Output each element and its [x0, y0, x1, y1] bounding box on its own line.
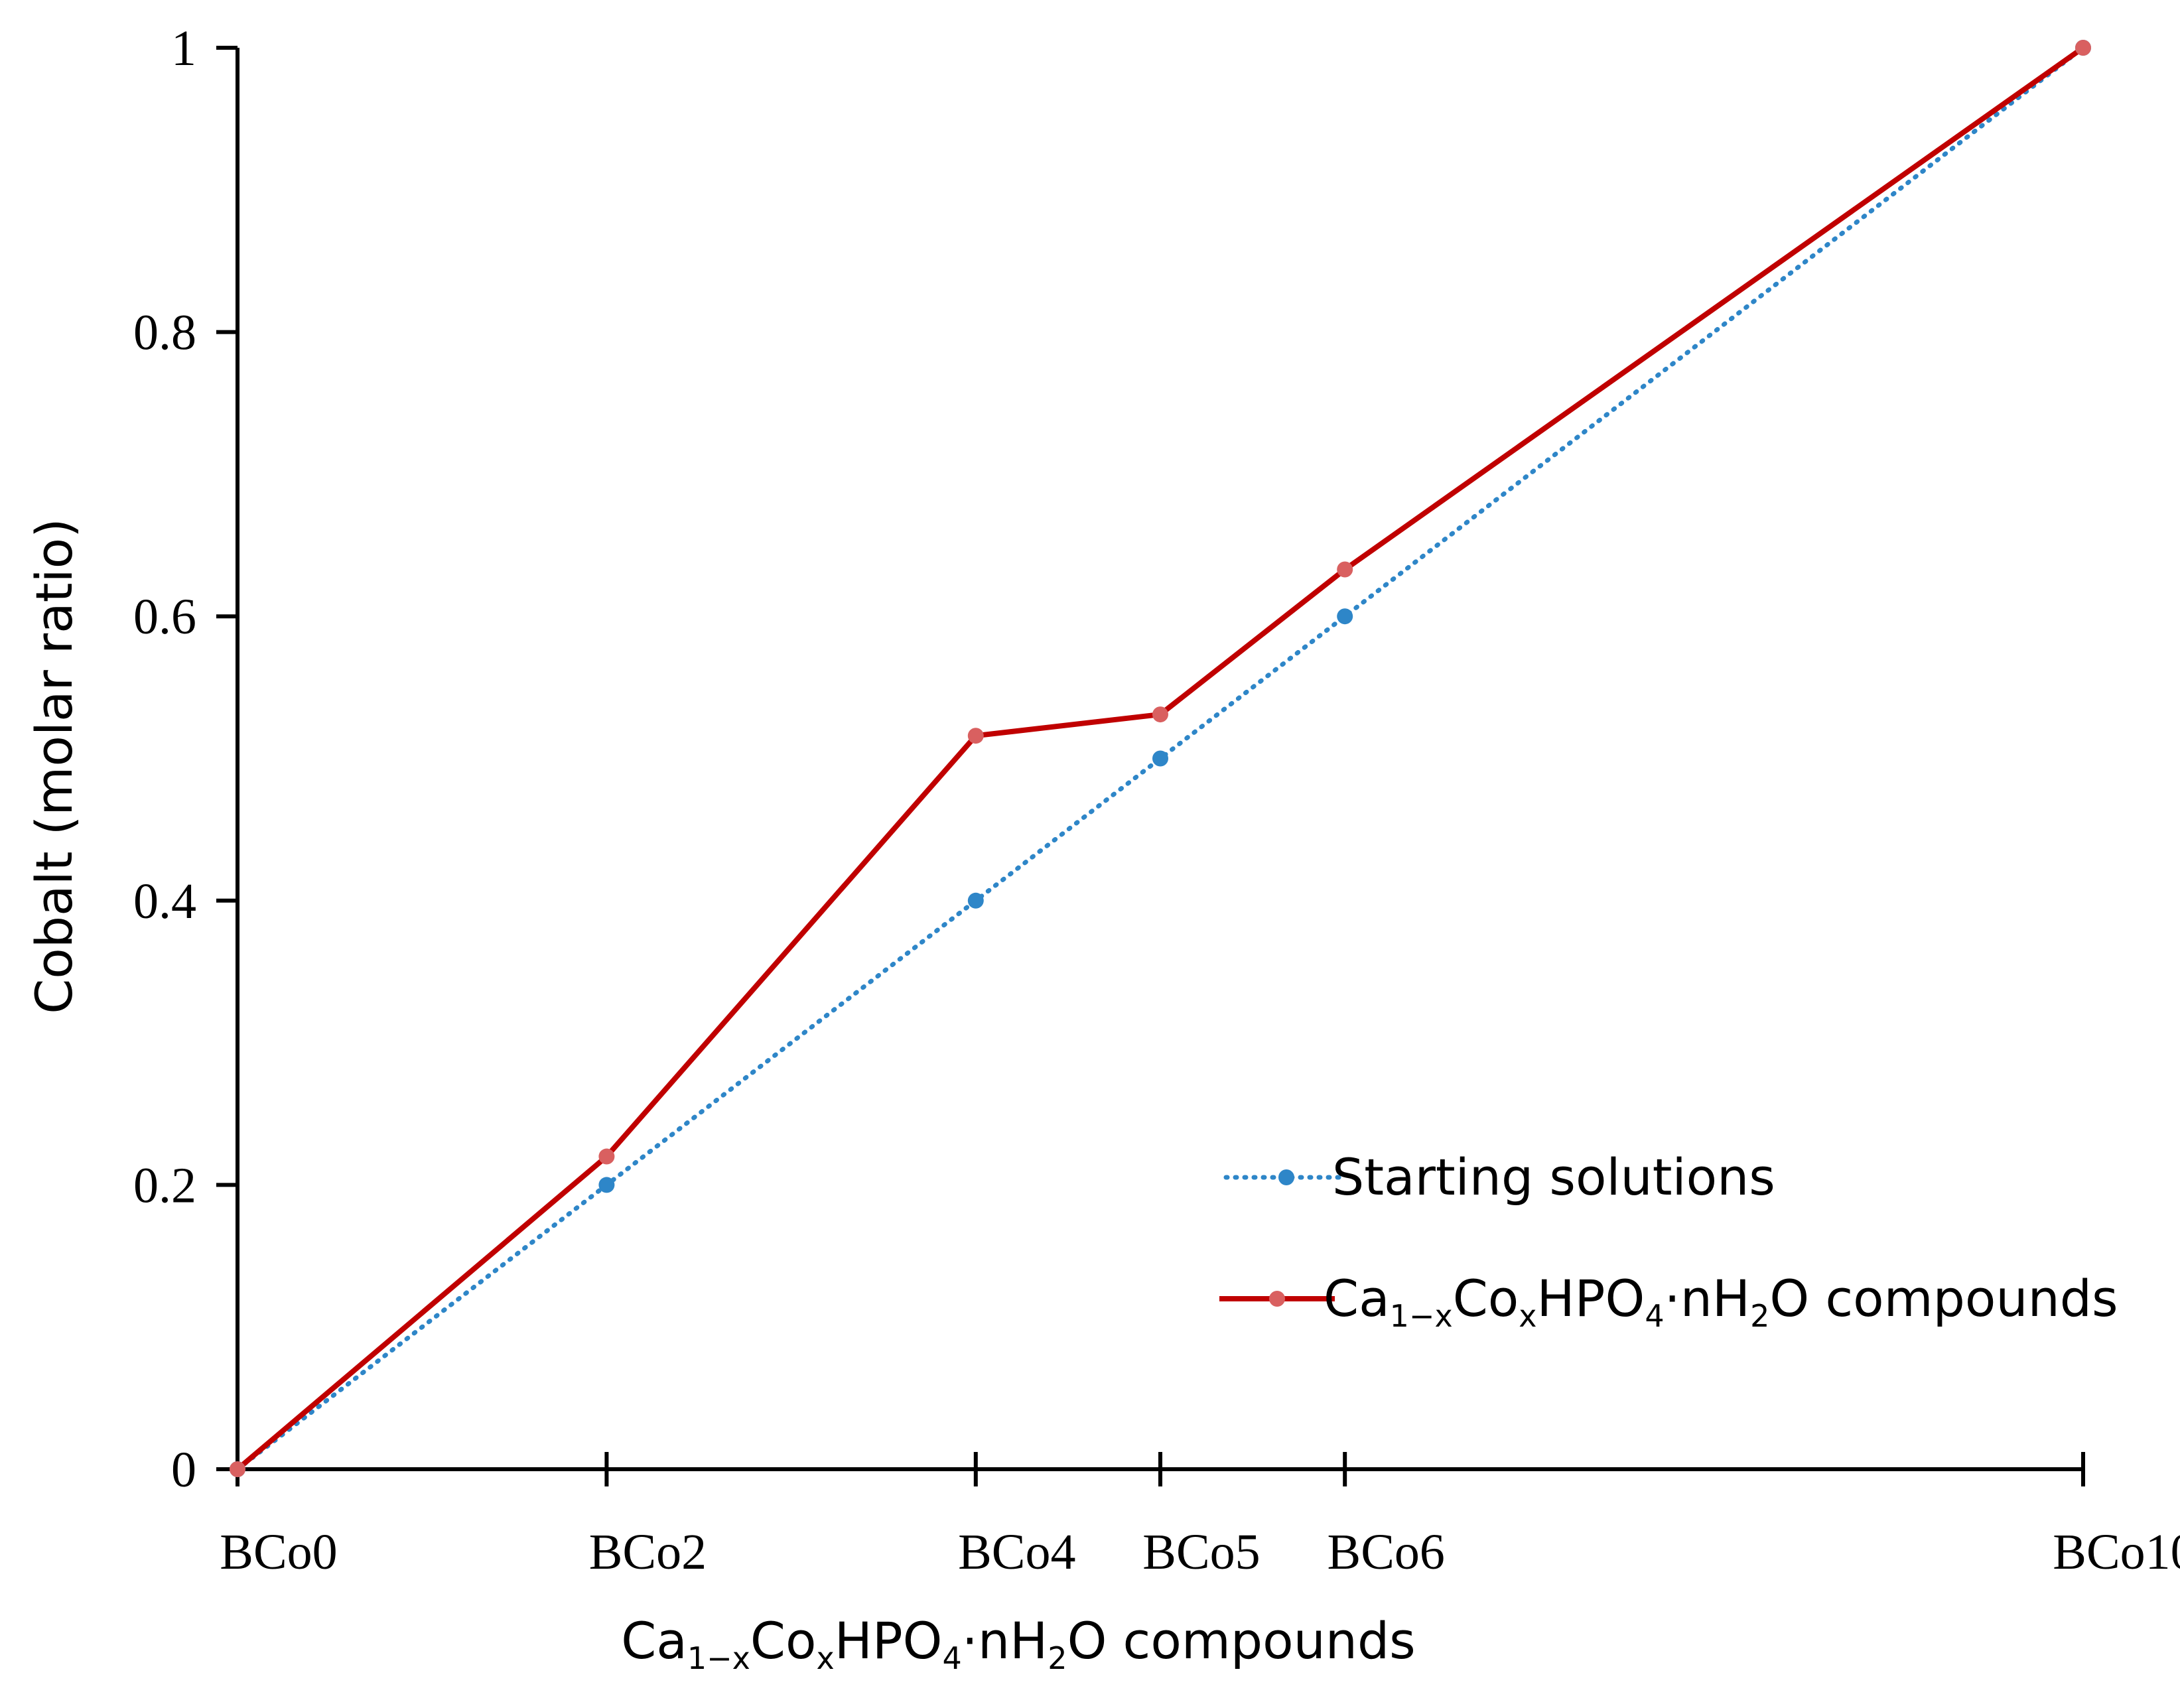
- x-tick-label: BCo5: [1142, 1524, 1260, 1580]
- x-ticks: BCo0 BCo2 BCo4 BCo5 BCo6 BCo10: [220, 1452, 2180, 1580]
- legend-label-part: O: [1769, 1269, 1809, 1328]
- legend-label-sub: 2: [1750, 1298, 1769, 1334]
- x-label-part: HPO: [835, 1611, 943, 1670]
- legend-label-part: ·nH: [1665, 1269, 1750, 1328]
- series-line-1: [236, 45, 2085, 1472]
- x-axis-label: Ca1−xCoxHPO4·nH2O compounds: [621, 1611, 1416, 1676]
- series-0-point: [598, 1177, 615, 1193]
- x-label-suffix: compounds: [1107, 1611, 1415, 1670]
- y-tick-label: 0.4: [133, 874, 196, 929]
- y-tick-label: 1: [171, 21, 196, 76]
- y-ticks: 0 0.2 0.4 0.6 0.8 1: [133, 21, 238, 1498]
- legend-label-suffix: compounds: [1809, 1269, 2118, 1328]
- x-label-sub: 4: [943, 1640, 962, 1676]
- series-0-point: [967, 892, 984, 909]
- series-0-point: [1152, 750, 1168, 767]
- series-1-point: [2075, 40, 2091, 56]
- x-label-sub: 1−x: [687, 1640, 750, 1676]
- series-1-point: [967, 728, 984, 744]
- legend-entry-starting-solutions: Starting solutions: [1223, 1148, 1775, 1207]
- series-lines: [235, 45, 2086, 1472]
- legend-entry-compounds: Ca1−xCoxHPO4·nH2O compounds: [1219, 1269, 2118, 1334]
- legend-label-sub: x: [1519, 1298, 1536, 1334]
- x-label-part: ·nH: [962, 1611, 1048, 1670]
- x-tick-label: BCo4: [958, 1524, 1075, 1580]
- series-1-point: [598, 1148, 615, 1165]
- legend-label-part: HPO: [1537, 1269, 1645, 1328]
- legend-label-sub: 1−x: [1390, 1298, 1453, 1334]
- legend: Starting solutions Ca1−xCoxHPO4·nH2O com…: [1219, 1148, 2118, 1334]
- legend-swatch-marker-starting: [1278, 1169, 1294, 1185]
- y-tick-label: 0.6: [133, 589, 196, 645]
- y-axis-label: Cobalt (molar ratio): [25, 518, 84, 1014]
- legend-label-starting: Starting solutions: [1332, 1148, 1775, 1207]
- x-label-sub: x: [816, 1640, 834, 1676]
- series-1-point: [1152, 706, 1168, 723]
- legend-label-part: Co: [1453, 1269, 1519, 1328]
- x-label-part: O: [1067, 1611, 1107, 1670]
- series-1-point: [230, 1461, 245, 1477]
- x-label-part: Ca: [621, 1611, 687, 1670]
- series-1-point: [1337, 561, 1353, 578]
- legend-label-part: Ca: [1324, 1269, 1390, 1328]
- x-tick-label: BCo6: [1328, 1524, 1445, 1580]
- series-points: [230, 40, 2091, 1477]
- series-0-point: [1337, 608, 1353, 625]
- y-tick-label: 0.2: [133, 1157, 196, 1213]
- x-tick-label: BCo0: [220, 1524, 337, 1580]
- y-tick-label: 0: [171, 1442, 196, 1498]
- x-label-part: Co: [750, 1611, 817, 1670]
- x-tick-label: BCo10: [2053, 1524, 2180, 1580]
- legend-swatch-marker-compounds: [1269, 1291, 1285, 1307]
- x-label-sub: 2: [1048, 1640, 1067, 1676]
- legend-label-compounds: Ca1−xCoxHPO4·nH2O compounds: [1324, 1269, 2118, 1334]
- series-line-0: [235, 45, 2086, 1472]
- legend-label-sub: 4: [1645, 1298, 1664, 1334]
- y-tick-label: 0.8: [133, 305, 196, 361]
- x-tick-label: BCo2: [589, 1524, 707, 1580]
